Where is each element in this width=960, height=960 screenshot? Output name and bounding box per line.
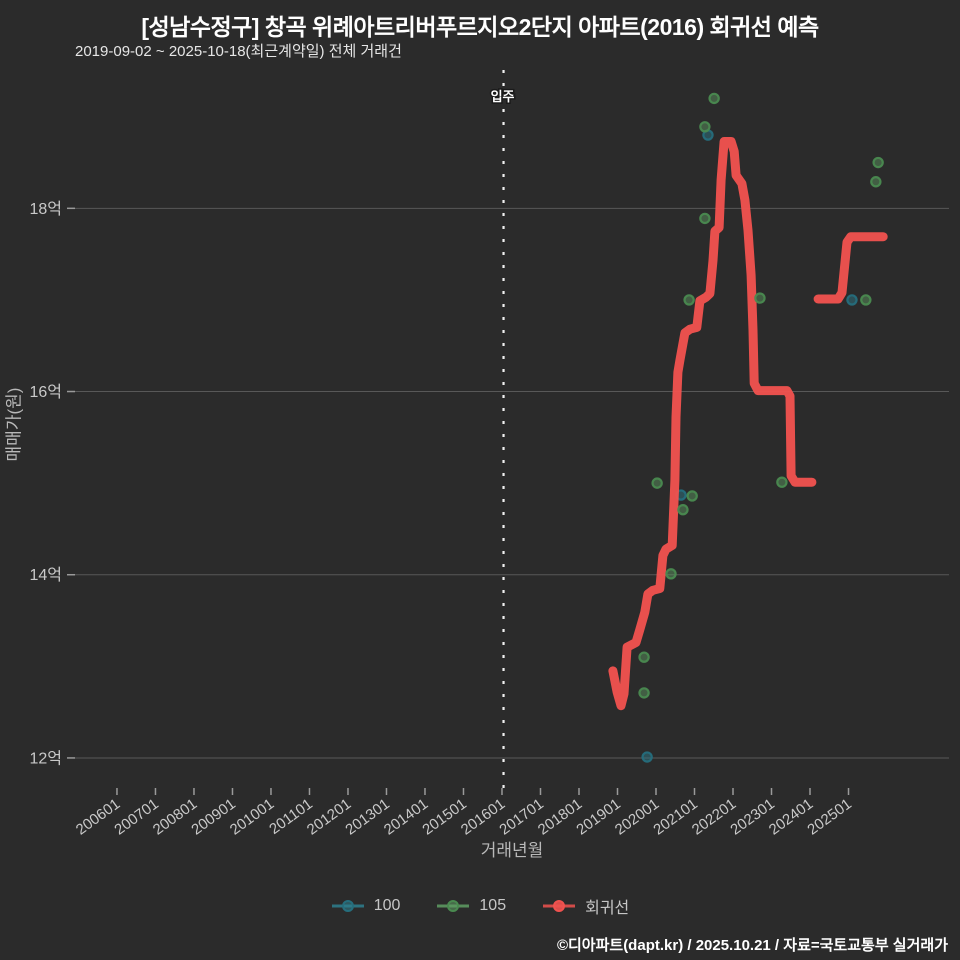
legend-item-105[interactable]: 105 bbox=[436, 897, 506, 915]
legend-marker-icon bbox=[437, 900, 470, 912]
move-in-label: 입주 bbox=[491, 89, 515, 104]
scatter-point-105 bbox=[870, 176, 882, 188]
scatter-point-105 bbox=[708, 92, 720, 105]
x-axis-title: 거래년월 bbox=[480, 841, 544, 860]
y-tick-label: 12억 bbox=[29, 749, 62, 767]
scatter-point-105 bbox=[638, 687, 650, 699]
regression-line bbox=[813, 232, 888, 304]
scatter-point-105 bbox=[638, 651, 650, 663]
legend-label: 100 bbox=[373, 897, 401, 914]
scatter-point-105 bbox=[872, 156, 884, 169]
page-title: [성남수정구] 창곡 위례아트리버푸르지오2단지 아파트(2016) 회귀선 예… bbox=[141, 14, 819, 40]
y-tick-label: 14억 bbox=[29, 566, 62, 584]
legend-label: 105 bbox=[479, 897, 507, 914]
scatter-point-105 bbox=[683, 294, 695, 306]
scatter-point-105 bbox=[677, 503, 689, 516]
y-axis-title: 매매가(원) bbox=[4, 387, 24, 462]
scatter-point-105 bbox=[754, 292, 766, 304]
x-tick-label: 202501 bbox=[804, 795, 854, 838]
legend-marker-icon bbox=[543, 900, 576, 912]
scatter-point-105 bbox=[699, 212, 711, 225]
scatter-point-100 bbox=[846, 294, 858, 306]
legend-marker-icon bbox=[331, 900, 364, 912]
scatter-point-105 bbox=[699, 121, 711, 133]
scatter-point-105 bbox=[860, 294, 872, 306]
scatter-point-105 bbox=[776, 476, 788, 488]
legend-label: 회귀선 bbox=[585, 900, 630, 917]
scatter-point-105 bbox=[686, 490, 698, 502]
scatter-point-105 bbox=[651, 477, 663, 489]
scatter-point-100 bbox=[641, 751, 653, 763]
legend-item-회귀선[interactable]: 회귀선 bbox=[542, 894, 629, 918]
scatter-point-105 bbox=[665, 568, 677, 580]
y-tick-label: 16억 bbox=[29, 383, 62, 401]
legend-item-100[interactable]: 100 bbox=[331, 897, 401, 915]
legend: 100 105 회귀선 bbox=[0, 894, 960, 918]
x-tick-label: 201001 bbox=[227, 795, 277, 838]
page-subtitle: 2019-09-02 ~ 2025-10-18(최근계약일) 전체 거래건 bbox=[75, 43, 402, 60]
y-tick-label: 18억 bbox=[29, 200, 62, 218]
regression-line bbox=[608, 137, 817, 711]
footer-credit: ©디아파트(dapt.kr) / 2025.10.21 / 자료=국토교통부 실… bbox=[556, 937, 948, 954]
